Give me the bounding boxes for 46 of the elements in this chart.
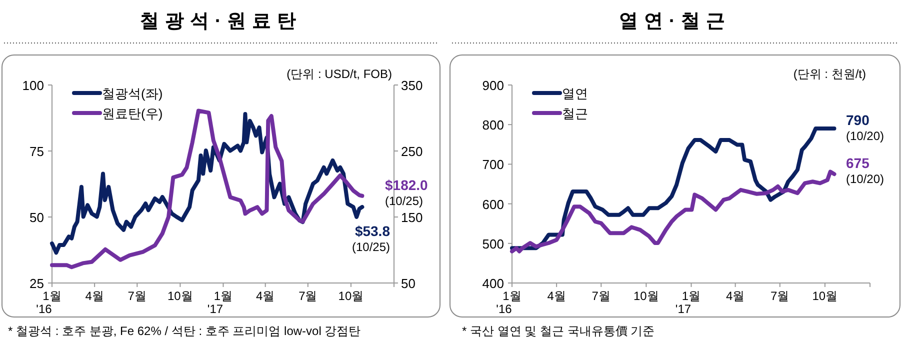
chart-title: 철광석·원료탄	[140, 11, 302, 32]
legend-label: 철광석(좌)	[102, 86, 163, 101]
y2-tick-label: 150	[401, 210, 423, 225]
x-tick-label: 10월	[812, 289, 838, 303]
chart-title: 열연·철근	[618, 11, 732, 32]
line-series	[510, 126, 836, 250]
legend-label: 철근	[562, 106, 588, 121]
y2-tick-label: 350	[401, 78, 423, 93]
x-tick-label: 7월	[592, 289, 610, 303]
annotation: $53.8 (10/25)	[352, 223, 390, 254]
y-tick-label: 75	[30, 144, 44, 159]
text: (단위 : USD/t, FOB)	[286, 67, 392, 81]
y2-tick-label: 50	[401, 276, 416, 291]
line-series	[510, 170, 836, 254]
y2-tick-label: 250	[401, 144, 423, 159]
y-tick-label: 50	[30, 210, 44, 225]
x-tick-label: 7월	[128, 289, 146, 303]
text: (단위 : 천원/t)	[793, 67, 866, 81]
text: * 국산 열연 및 철근 국내유통價 기준	[462, 324, 655, 338]
annotation: $182.0 (10/25)	[385, 177, 428, 208]
y-tick-label: 700	[482, 157, 504, 172]
y-tick-label: 600	[482, 196, 504, 212]
y-tick-label: 900	[482, 78, 504, 93]
x-tick-label: 4월	[256, 289, 275, 303]
x-tick-label: 4월	[547, 289, 566, 303]
x-tick-label: 1월 '16	[496, 289, 522, 316]
x-tick-label: 4월	[726, 289, 745, 303]
y-tick-label: 100	[22, 78, 44, 93]
x-tick-label: 10월	[634, 289, 659, 303]
x-tick-label: 1월 '17	[675, 289, 701, 316]
annotation: 675 (10/20)	[846, 155, 884, 186]
x-tick-label: 7월	[770, 289, 790, 303]
x-tick-label: 10월	[168, 289, 193, 303]
y-tick-label: 25	[30, 276, 44, 291]
x-tick-label: 4월	[85, 289, 104, 303]
x-tick-label: 7월	[298, 289, 318, 303]
y-tick-label: 400	[482, 276, 504, 291]
text: * 철광석 : 호주 분광, Fe 62% / 석탄 : 호주 프리미엄 low-vol 강점탄	[8, 324, 361, 338]
x-tick-label: 1월 '17	[207, 289, 233, 316]
x-tick-label: 1월 '16	[36, 289, 62, 316]
legend-label: 원료탄(우)	[102, 106, 163, 121]
x-tick-label: 10월	[338, 289, 364, 303]
legend-label: 열연	[562, 86, 588, 101]
annotation: 790 (10/20)	[846, 112, 884, 143]
y-tick-label: 500	[482, 236, 504, 252]
y-tick-label: 800	[482, 118, 504, 133]
